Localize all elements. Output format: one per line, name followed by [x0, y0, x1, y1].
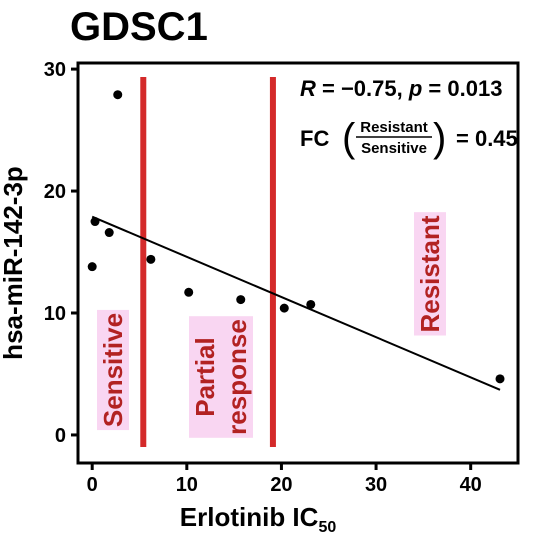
- axis-ticks: 0 10 20 30 40 0 10 20 30: [44, 59, 482, 496]
- fc-label: FC: [300, 126, 329, 151]
- region-labels: Sensitive Partialresponse Resistant: [97, 212, 446, 438]
- x-tick-label: 0: [87, 474, 98, 496]
- region-highlight: [414, 212, 446, 336]
- regression-line: [91, 215, 501, 391]
- plot-frame: [76, 61, 520, 465]
- region-label-text: Partialresponse: [190, 319, 252, 435]
- y-tick-label: 20: [44, 181, 66, 203]
- data-points: [87, 90, 505, 384]
- fc-left-paren: (: [342, 116, 356, 160]
- correlation-annotation: R = −0.75, p = 0.013: [300, 76, 502, 101]
- region-label-text: Resistant: [415, 215, 445, 332]
- x-tick-label: 30: [365, 474, 387, 496]
- data-point: [306, 299, 316, 309]
- x-tick-label: 20: [270, 474, 292, 496]
- fc-numerator: Resistant: [360, 119, 428, 136]
- fc-denominator: Sensitive: [361, 140, 427, 157]
- data-point: [495, 374, 505, 384]
- y-tick-label: 10: [44, 303, 66, 325]
- data-point: [184, 287, 194, 297]
- chart-title: GDSC1: [70, 5, 208, 49]
- region-label-2: Resistant: [414, 212, 446, 336]
- fc-right-paren: ): [433, 116, 446, 160]
- threshold-lines: [140, 77, 276, 447]
- fc-value: = 0.45: [456, 126, 518, 151]
- y-tick-label: 30: [44, 59, 66, 81]
- regression-line-group: [91, 215, 501, 391]
- data-point: [146, 254, 156, 264]
- region-label-0: Sensitive: [97, 309, 129, 431]
- region-highlight: [97, 309, 129, 431]
- y-axis-label: hsa-miR-142-3p: [0, 166, 28, 360]
- region-label-1: Partialresponse: [189, 316, 253, 438]
- x-tick-label: 40: [460, 474, 482, 496]
- data-point: [104, 228, 114, 238]
- data-point: [279, 303, 289, 313]
- y-tick-label: 0: [55, 425, 66, 447]
- stats-annotation: R = −0.75, p = 0.013 FC ( Resistant Sens…: [300, 76, 518, 160]
- region-highlight: [189, 316, 253, 438]
- data-point: [236, 295, 246, 305]
- data-point: [113, 90, 123, 100]
- region-label-text: Sensitive: [98, 313, 128, 427]
- x-axis-label: Erlotinib IC50: [180, 502, 337, 536]
- x-tick-label: 10: [176, 474, 198, 496]
- data-point: [87, 262, 97, 272]
- data-point: [90, 217, 100, 227]
